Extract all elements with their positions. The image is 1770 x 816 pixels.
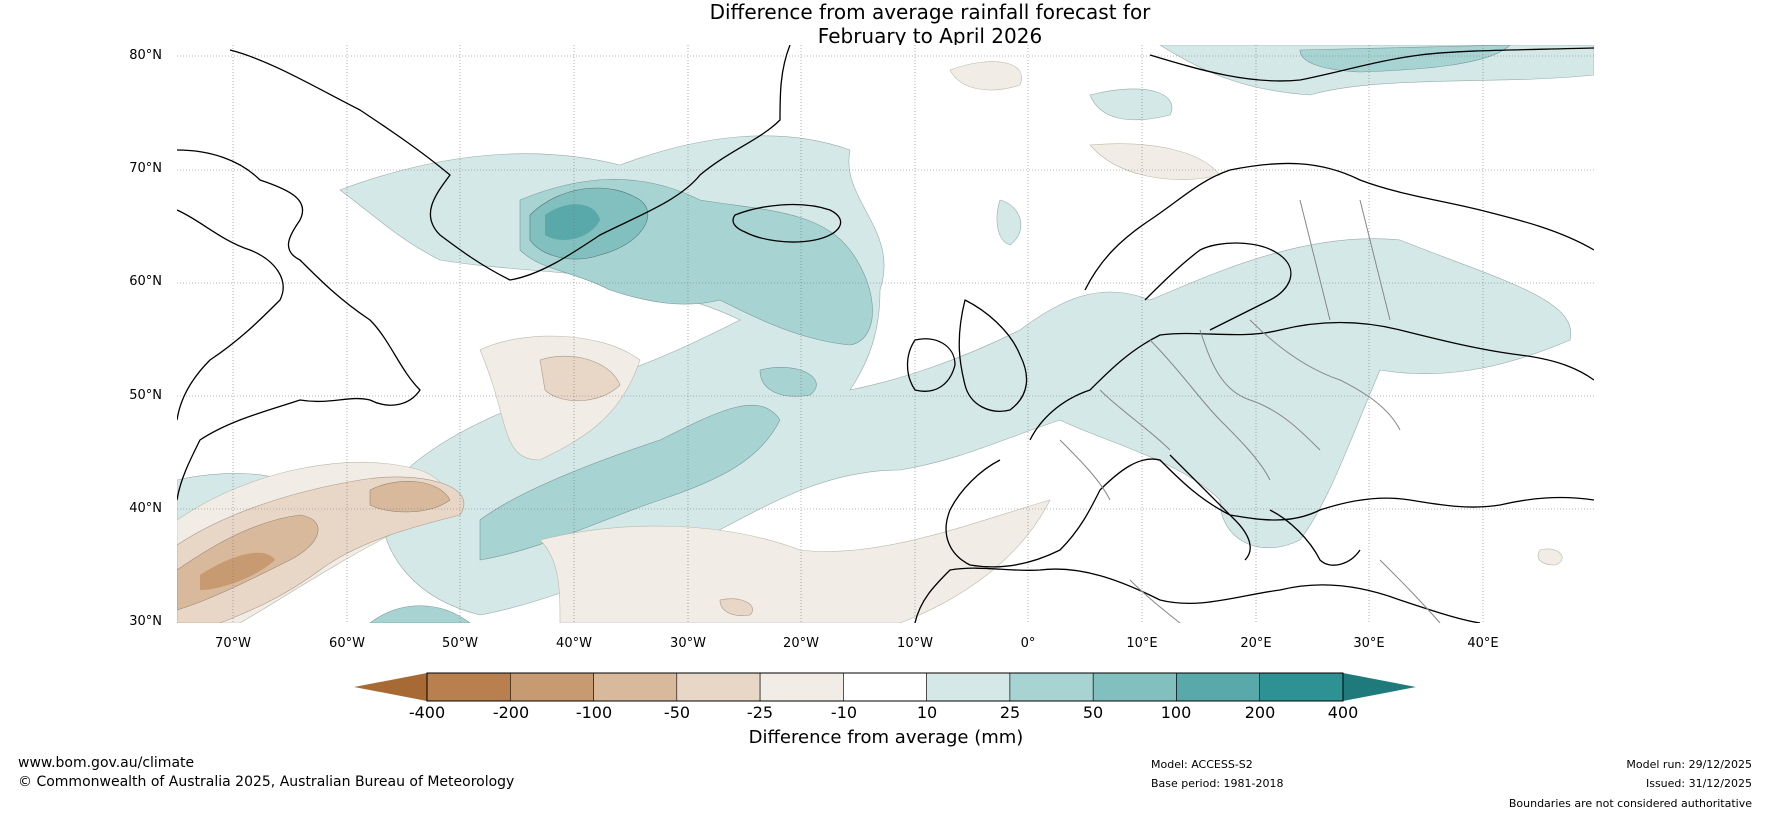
lon-label-10w: 10°W bbox=[897, 636, 933, 651]
lat-label-50n: 50°N bbox=[129, 388, 162, 403]
colorbar-bin bbox=[676, 672, 761, 702]
title-line-2: February to April 2026 bbox=[817, 24, 1043, 48]
colorbar-bin bbox=[426, 672, 511, 702]
colorbar-tick-label: -25 bbox=[746, 703, 774, 722]
lon-label-40e: 40°E bbox=[1467, 636, 1499, 651]
graticule bbox=[177, 45, 1594, 623]
colorbar-bin bbox=[1009, 672, 1094, 702]
colorbar-bin bbox=[1092, 672, 1177, 702]
italy-coast bbox=[1169, 454, 1251, 561]
colorbar-bin bbox=[843, 672, 928, 702]
lon-label-70w: 70°W bbox=[215, 636, 251, 651]
boundaries-disclaimer: Boundaries are not considered authoritat… bbox=[1508, 797, 1752, 810]
colorbar-bin bbox=[593, 672, 678, 702]
europe-coast bbox=[1029, 321, 1594, 441]
colorbar-bin bbox=[1176, 672, 1261, 702]
colorbar bbox=[354, 672, 1416, 702]
colorbar-tick-label: -200 bbox=[492, 703, 530, 722]
base-period: Base period: 1981-2018 bbox=[1151, 777, 1284, 790]
lon-label-30e: 30°E bbox=[1353, 636, 1385, 651]
rainfall-anomaly-layer bbox=[177, 45, 1594, 623]
lon-label-30w: 30°W bbox=[670, 636, 706, 651]
iceland-coast bbox=[732, 203, 842, 243]
lon-label-20w: 20°W bbox=[783, 636, 819, 651]
colorbar-tick-label: -400 bbox=[408, 703, 446, 722]
lon-label-20e: 20°E bbox=[1240, 636, 1272, 651]
lon-label-40w: 40°W bbox=[556, 636, 592, 651]
colorbar-tick-label: 10 bbox=[916, 703, 938, 722]
colorbar-tick-label: -50 bbox=[663, 703, 691, 722]
colorbar-extend-low bbox=[354, 673, 427, 701]
colorbar-tick-label: 200 bbox=[1244, 703, 1276, 722]
scandinavia-coast bbox=[1084, 162, 1594, 291]
lat-label-80n: 80°N bbox=[129, 48, 162, 63]
coastlines bbox=[177, 45, 1594, 623]
model-name: Model: ACCESS-S2 bbox=[1151, 758, 1253, 771]
greenland-coast bbox=[229, 45, 791, 281]
lat-label-40n: 40°N bbox=[129, 501, 162, 516]
country-borders bbox=[1059, 199, 1441, 623]
website-link[interactable]: www.bom.gov.au/climate bbox=[18, 755, 195, 771]
colorbar-tick-label: -100 bbox=[575, 703, 613, 722]
model-run-date: Model run: 29/12/2025 bbox=[1626, 758, 1752, 771]
colorbar-bin bbox=[1259, 672, 1344, 702]
colorbar-tick-label: 50 bbox=[1082, 703, 1104, 722]
lat-label-30n: 30°N bbox=[129, 614, 162, 629]
lon-label-50w: 50°W bbox=[442, 636, 478, 651]
issued-date: Issued: 31/12/2025 bbox=[1645, 777, 1752, 790]
colorbar-bin bbox=[759, 672, 844, 702]
colorbar-extend-high bbox=[1343, 673, 1416, 701]
ireland-coast bbox=[906, 338, 956, 392]
lon-label-10e: 10°E bbox=[1126, 636, 1158, 651]
lon-label-0: 0° bbox=[1020, 636, 1036, 651]
north-america-coast bbox=[177, 149, 421, 501]
colorbar-bin bbox=[926, 672, 1011, 702]
colorbar-tick-label: 25 bbox=[999, 703, 1021, 722]
title-line-1: Difference from average rainfall forecas… bbox=[709, 0, 1151, 24]
colorbar-tick-label: 100 bbox=[1160, 703, 1192, 722]
colorbar-tick-label: 400 bbox=[1327, 703, 1359, 722]
lat-label-60n: 60°N bbox=[129, 274, 162, 289]
chart-title: Difference from average rainfall forecas… bbox=[600, 0, 1260, 48]
britain-coast bbox=[958, 299, 1028, 412]
colorbar-title: Difference from average (mm) bbox=[748, 727, 1024, 748]
copyright-text: © Commonwealth of Australia 2025, Austra… bbox=[18, 774, 515, 790]
lat-label-70n: 70°N bbox=[129, 161, 162, 176]
lon-label-60w: 60°W bbox=[329, 636, 365, 651]
colorbar-outline bbox=[426, 672, 1344, 702]
colorbar-tick-label: -10 bbox=[830, 703, 858, 722]
africa-coast bbox=[914, 567, 1481, 623]
colorbar-bin bbox=[509, 672, 594, 702]
